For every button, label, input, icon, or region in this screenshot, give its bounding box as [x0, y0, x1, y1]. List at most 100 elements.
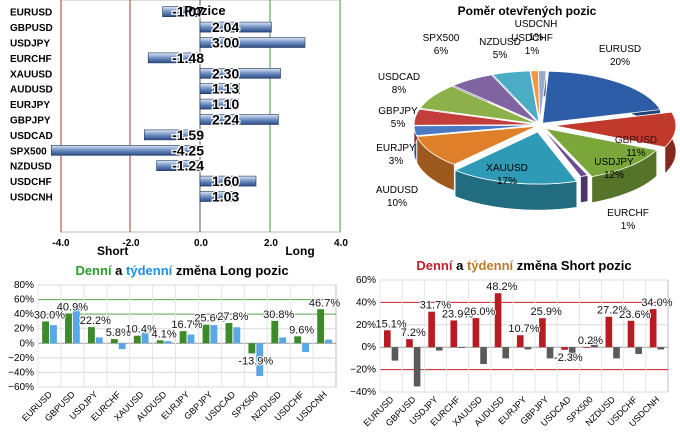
- slice-label-eurjpy: EURJPY: [376, 143, 416, 154]
- slice-label-usdcad: USDCAD: [378, 72, 420, 83]
- slice-value-gbpjpy: 5%: [391, 119, 406, 130]
- data-label-xauusd: 26.0%: [464, 306, 495, 318]
- value-label-usdcnh: 1.03: [212, 189, 239, 205]
- data-label-gbpjpy: 25.9%: [531, 306, 562, 318]
- bar-gbpusd-s1: [65, 313, 72, 344]
- slice-gbpjpy: [413, 108, 537, 126]
- category-label-usdjpy: USDJPY: [10, 39, 50, 50]
- y-tick-label: 20%: [14, 324, 34, 335]
- data-label-usdchf: 23.6%: [619, 309, 650, 321]
- bar-usdcad: [144, 129, 201, 141]
- bar-audusd: [199, 83, 240, 94]
- bar-usdcnh-s1: [649, 309, 657, 348]
- long-label: Long: [285, 244, 314, 258]
- bar-usdchf-s1: [627, 320, 635, 348]
- category-label-eurjpy: EURJPY: [10, 100, 50, 111]
- chart-title: Denní a týdenní změna Long pozic: [75, 263, 288, 278]
- data-label-gbpusd: 7.2%: [401, 327, 426, 339]
- slice-value-xauusd: 17%: [497, 176, 517, 187]
- bar-usdcnh-s1: [317, 309, 325, 344]
- bar-xauusd-s1: [133, 335, 141, 344]
- pie-chart: Poměr otevřených pozic EURUSD 20% GBPUSD 11%…: [376, 4, 677, 232]
- data-label-eurjpy: 10.7%: [508, 323, 539, 335]
- bar-spx500: [50, 145, 201, 156]
- slice-value-gbpusd: 11%: [626, 148, 645, 159]
- bar-nzdusd-s1: [605, 316, 613, 348]
- data-label-usdcnh: 46.7%: [309, 297, 340, 309]
- y-tick-label: 60%: [14, 295, 34, 306]
- slice-value-nzdusd: 5%: [493, 50, 508, 61]
- bar-gbpusd-s2: [72, 303, 80, 344]
- bar-nzdusd-s2: [613, 347, 620, 359]
- short-chart: Denní a týdenní změna Short pozic 60% 40% 2…: [350, 258, 674, 429]
- slice-label-nzdusd: NZDUSD: [479, 37, 521, 48]
- slice-value-eurusd: 20%: [610, 57, 630, 68]
- slice-value-usdchf: 1%: [525, 46, 540, 57]
- bar-eurusd-s1: [42, 321, 50, 344]
- bar-xauusd-s1: [472, 318, 480, 348]
- title-part: změna Long pozic: [172, 263, 288, 278]
- slice-value-spx500: 6%: [434, 46, 449, 57]
- category-label-spx500: SPX500: [10, 146, 47, 157]
- category-label-usdcad: USDCAD: [10, 131, 53, 142]
- bar-eurchf-s1: [450, 320, 458, 348]
- bar-spx500-s2: [256, 343, 264, 377]
- bar-eurjpy-s1: [516, 335, 524, 348]
- category-label-audusd: AUDUSD: [10, 85, 53, 96]
- title-part: změna Short pozic: [513, 258, 631, 273]
- category-label-usdchf: USDCHF: [10, 177, 52, 188]
- bar-usdcad-s1: [561, 347, 568, 350]
- y-tick-label: −60%: [8, 382, 34, 393]
- slice-usdcnh: [538, 70, 547, 123]
- bar-eurchf-s1: [110, 339, 118, 344]
- value-label-eurjpy: 1.10: [212, 96, 239, 112]
- data-label-gbpjpy: 25.6%: [194, 313, 225, 325]
- value-label-eurusd: -1.07: [172, 4, 204, 20]
- y-tick-label: −20%: [350, 365, 376, 376]
- slice-value-usdcnh: 1%: [529, 32, 544, 43]
- bar-usdcad-s2: [233, 327, 241, 344]
- slice-label-spx500: SPX500: [423, 33, 460, 44]
- category-label-gbpjpy: GBPJPY: [10, 116, 51, 127]
- data-label-nzdusd: 30.8%: [263, 309, 294, 321]
- bar-gbpjpy: [199, 114, 279, 125]
- y-tick-label: 40%: [14, 309, 34, 320]
- chart-title: Poměr otevřených pozic: [458, 4, 597, 18]
- value-label-usdjpy: 3.00: [212, 35, 239, 51]
- slice-label-audusd: AUDUSD: [376, 185, 418, 196]
- slice-label-eurchf: EURCHF: [607, 208, 649, 219]
- bar-nzdusd: [156, 160, 201, 171]
- y-tick-label: 20%: [356, 320, 376, 331]
- slice-audusd: [416, 125, 537, 165]
- bar-audusd-s1: [494, 293, 502, 348]
- bar-usdchf-s2: [635, 347, 642, 354]
- bar-usdcad-s2: [568, 347, 576, 361]
- y-tick-label: −20%: [8, 353, 34, 364]
- category-label-xauusd: XAUUSD: [10, 69, 52, 80]
- bar-audusd-s2: [164, 341, 172, 344]
- bar-spx500-s1: [248, 343, 256, 354]
- bar-usdchf-s2: [302, 343, 310, 353]
- bar-xauusd: [199, 68, 281, 79]
- bar-gbpusd-s2: [413, 347, 421, 387]
- x-tick-label: 2.0: [264, 238, 278, 249]
- bar-eurchf-s2: [118, 343, 126, 350]
- bar-gbpjpy-s2: [546, 347, 554, 359]
- category-label-usdcnh: USDCNH: [10, 193, 53, 204]
- value-label-gbpjpy: 2.24: [212, 112, 239, 128]
- slice-label-usdchf: USDCHF: [511, 33, 553, 44]
- value-label-spx500: -4.25: [172, 142, 204, 158]
- data-label-usdjpy: 31.7%: [420, 300, 451, 312]
- bar-usdjpy-s2: [95, 337, 103, 344]
- data-label-nzdusd: 27.2%: [597, 305, 628, 317]
- slice-side-eurchf: [580, 174, 589, 203]
- bar-usdchf: [199, 175, 257, 187]
- slice-value-eurchf: 1%: [621, 221, 636, 232]
- slice-usdjpy: [544, 127, 658, 178]
- data-label-usdcad: 27.8%: [217, 311, 248, 323]
- title-part: a: [112, 263, 126, 278]
- bar-usdchf-s1: [294, 336, 302, 344]
- bar-nzdusd-s2: [279, 337, 287, 344]
- category-label-eurchf: EURCHF: [10, 54, 52, 65]
